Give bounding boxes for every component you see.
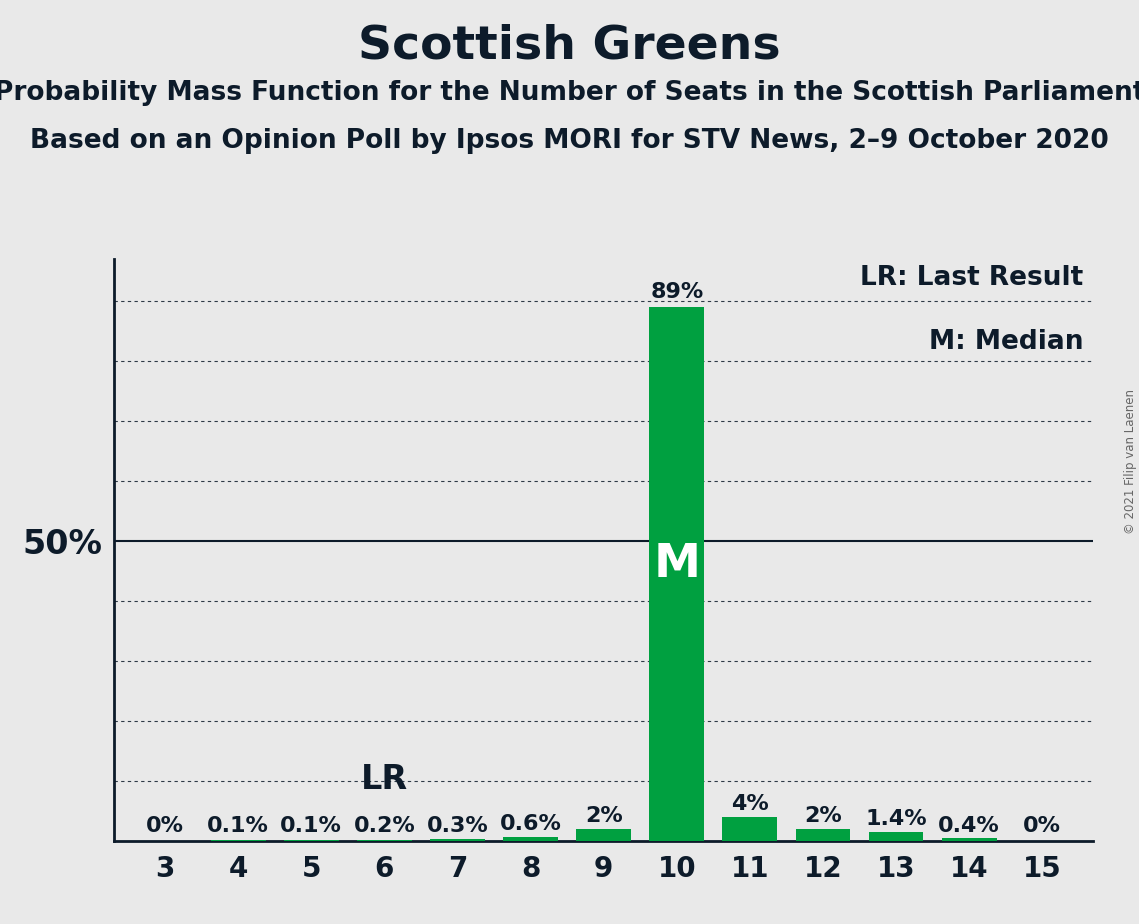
Text: 2%: 2% [804,806,842,826]
Text: 0.1%: 0.1% [207,816,269,836]
Text: 4%: 4% [731,794,769,814]
Bar [795,829,851,841]
Text: 89%: 89% [650,282,704,302]
Text: M: Median: M: Median [929,329,1083,355]
Text: 0%: 0% [146,816,185,836]
Text: © 2021 Filip van Laenen: © 2021 Filip van Laenen [1124,390,1137,534]
Text: 0%: 0% [1023,816,1062,836]
Bar [576,829,631,841]
Text: 1.4%: 1.4% [866,809,927,830]
Text: M: M [654,542,700,588]
Text: 0.2%: 0.2% [353,816,416,836]
Bar [942,838,997,841]
Bar [357,840,412,841]
Text: 2%: 2% [584,806,623,826]
Text: Probability Mass Function for the Number of Seats in the Scottish Parliament: Probability Mass Function for the Number… [0,80,1139,106]
Bar [869,833,924,841]
Bar [431,839,485,841]
Text: 0.1%: 0.1% [280,816,342,836]
Text: Based on an Opinion Poll by Ipsos MORI for STV News, 2–9 October 2020: Based on an Opinion Poll by Ipsos MORI f… [30,128,1109,153]
Text: 0.4%: 0.4% [939,816,1000,836]
Bar [649,307,704,841]
Text: 0.3%: 0.3% [427,816,489,836]
Text: Scottish Greens: Scottish Greens [358,23,781,68]
Text: LR: LR [361,763,408,796]
Bar [722,817,777,841]
Text: 0.6%: 0.6% [500,814,562,834]
Bar [503,837,558,841]
Text: LR: Last Result: LR: Last Result [860,264,1083,290]
